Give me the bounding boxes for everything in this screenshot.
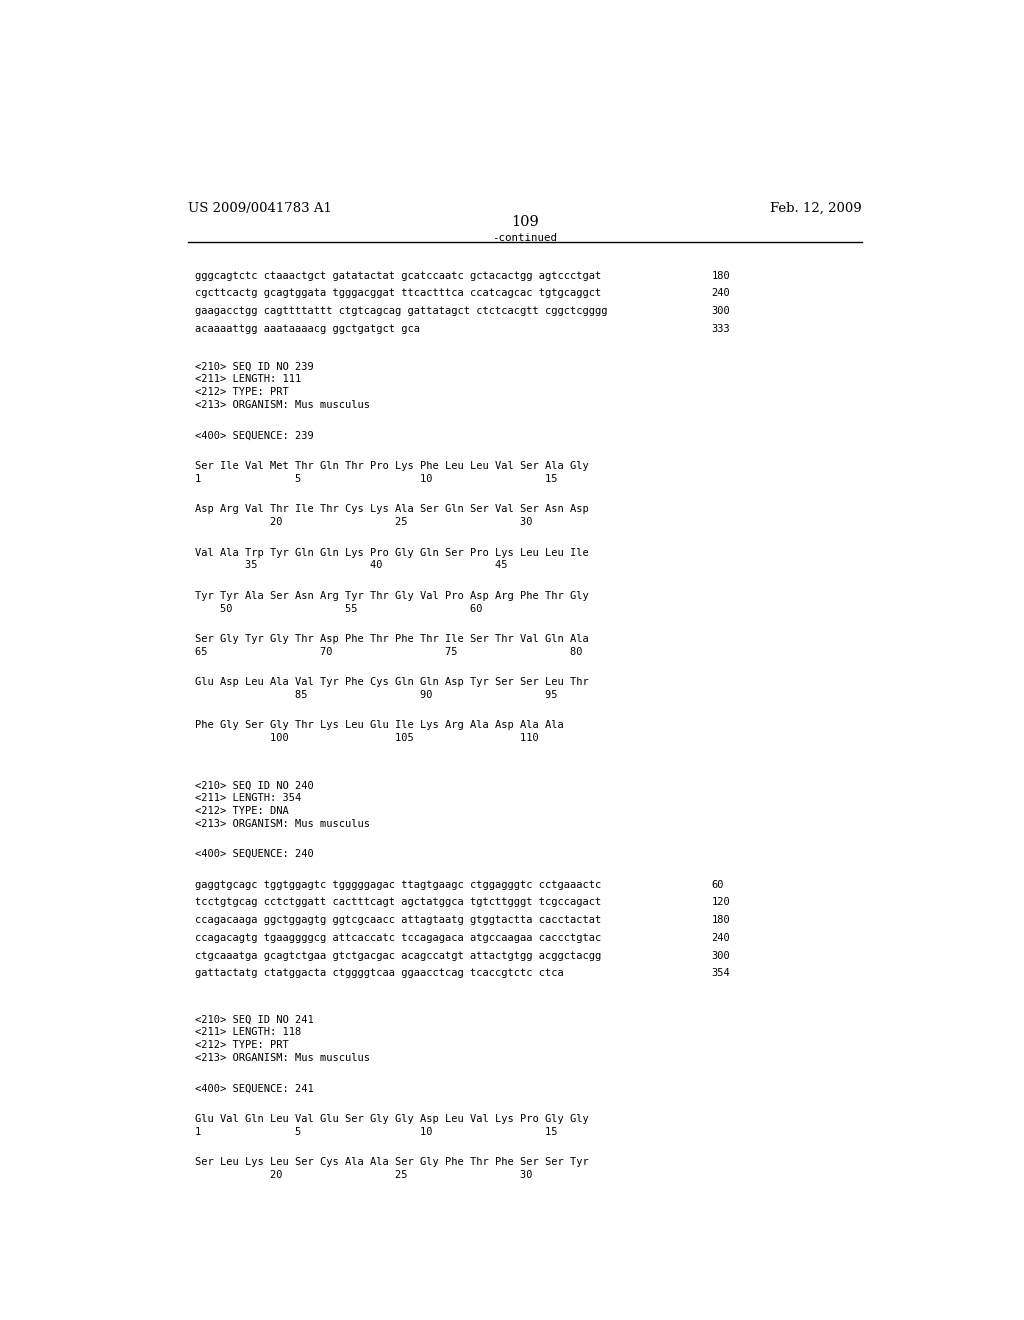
Text: 20                  25                  30: 20 25 30 [196, 1170, 532, 1180]
Text: <211> LENGTH: 354: <211> LENGTH: 354 [196, 793, 302, 803]
Text: Tyr Tyr Ala Ser Asn Arg Tyr Thr Gly Val Pro Asp Arg Phe Thr Gly: Tyr Tyr Ala Ser Asn Arg Tyr Thr Gly Val … [196, 591, 589, 601]
Text: 65                  70                  75                  80: 65 70 75 80 [196, 647, 583, 657]
Text: <210> SEQ ID NO 239: <210> SEQ ID NO 239 [196, 362, 314, 372]
Text: US 2009/0041783 A1: US 2009/0041783 A1 [187, 202, 332, 215]
Text: 120: 120 [712, 898, 730, 907]
Text: ccagacagtg tgaaggggcg attcaccatc tccagagaca atgccaagaa caccctgtac: ccagacagtg tgaaggggcg attcaccatc tccagag… [196, 933, 602, 942]
Text: 354: 354 [712, 969, 730, 978]
Text: 240: 240 [712, 933, 730, 942]
Text: ctgcaaatga gcagtctgaa gtctgacgac acagccatgt attactgtgg acggctacgg: ctgcaaatga gcagtctgaa gtctgacgac acagcca… [196, 950, 602, 961]
Text: gaagacctgg cagttttattt ctgtcagcag gattatagct ctctcacgtt cggctcgggg: gaagacctgg cagttttattt ctgtcagcag gattat… [196, 306, 608, 317]
Text: 85                  90                  95: 85 90 95 [196, 690, 558, 700]
Text: 180: 180 [712, 915, 730, 925]
Text: ccagacaaga ggctggagtg ggtcgcaacc attagtaatg gtggtactta cacctactat: ccagacaaga ggctggagtg ggtcgcaacc attagta… [196, 915, 602, 925]
Text: Glu Asp Leu Ala Val Tyr Phe Cys Gln Gln Asp Tyr Ser Ser Leu Thr: Glu Asp Leu Ala Val Tyr Phe Cys Gln Gln … [196, 677, 589, 688]
Text: <213> ORGANISM: Mus musculus: <213> ORGANISM: Mus musculus [196, 400, 371, 409]
Text: gaggtgcagc tggtggagtc tgggggagac ttagtgaagc ctggagggtc cctgaaactc: gaggtgcagc tggtggagtc tgggggagac ttagtga… [196, 879, 602, 890]
Text: 180: 180 [712, 271, 730, 281]
Text: <210> SEQ ID NO 241: <210> SEQ ID NO 241 [196, 1015, 314, 1024]
Text: Ser Gly Tyr Gly Thr Asp Phe Thr Phe Thr Ile Ser Thr Val Gln Ala: Ser Gly Tyr Gly Thr Asp Phe Thr Phe Thr … [196, 634, 589, 644]
Text: Ser Leu Lys Leu Ser Cys Ala Ala Ser Gly Phe Thr Phe Ser Ser Tyr: Ser Leu Lys Leu Ser Cys Ala Ala Ser Gly … [196, 1158, 589, 1167]
Text: <400> SEQUENCE: 241: <400> SEQUENCE: 241 [196, 1084, 314, 1093]
Text: 240: 240 [712, 289, 730, 298]
Text: Ser Ile Val Met Thr Gln Thr Pro Lys Phe Leu Leu Val Ser Ala Gly: Ser Ile Val Met Thr Gln Thr Pro Lys Phe … [196, 461, 589, 471]
Text: <210> SEQ ID NO 240: <210> SEQ ID NO 240 [196, 780, 314, 791]
Text: Val Ala Trp Tyr Gln Gln Lys Pro Gly Gln Ser Pro Lys Leu Leu Ile: Val Ala Trp Tyr Gln Gln Lys Pro Gly Gln … [196, 548, 589, 557]
Text: 109: 109 [511, 215, 539, 230]
Text: Asp Arg Val Thr Ile Thr Cys Lys Ala Ser Gln Ser Val Ser Asn Asp: Asp Arg Val Thr Ile Thr Cys Lys Ala Ser … [196, 504, 589, 515]
Text: <400> SEQUENCE: 240: <400> SEQUENCE: 240 [196, 849, 314, 859]
Text: 20                  25                  30: 20 25 30 [196, 517, 532, 527]
Text: 300: 300 [712, 306, 730, 317]
Text: 100                 105                 110: 100 105 110 [196, 733, 540, 743]
Text: <213> ORGANISM: Mus musculus: <213> ORGANISM: Mus musculus [196, 818, 371, 829]
Text: 50                  55                  60: 50 55 60 [196, 603, 483, 614]
Text: Feb. 12, 2009: Feb. 12, 2009 [770, 202, 862, 215]
Text: 35                  40                  45: 35 40 45 [196, 561, 508, 570]
Text: gggcagtctc ctaaactgct gatatactat gcatccaatc gctacactgg agtccctgat: gggcagtctc ctaaactgct gatatactat gcatcca… [196, 271, 602, 281]
Text: 300: 300 [712, 950, 730, 961]
Text: Glu Val Gln Leu Val Glu Ser Gly Gly Asp Leu Val Lys Pro Gly Gly: Glu Val Gln Leu Val Glu Ser Gly Gly Asp … [196, 1114, 589, 1123]
Text: <400> SEQUENCE: 239: <400> SEQUENCE: 239 [196, 430, 314, 441]
Text: <213> ORGANISM: Mus musculus: <213> ORGANISM: Mus musculus [196, 1053, 371, 1063]
Text: <211> LENGTH: 111: <211> LENGTH: 111 [196, 375, 302, 384]
Text: -continued: -continued [493, 232, 557, 243]
Text: <212> TYPE: PRT: <212> TYPE: PRT [196, 387, 289, 397]
Text: Phe Gly Ser Gly Thr Lys Leu Glu Ile Lys Arg Ala Asp Ala Ala: Phe Gly Ser Gly Thr Lys Leu Glu Ile Lys … [196, 721, 564, 730]
Text: <211> LENGTH: 118: <211> LENGTH: 118 [196, 1027, 302, 1038]
Text: 1               5                   10                  15: 1 5 10 15 [196, 1126, 558, 1137]
Text: 60: 60 [712, 879, 724, 890]
Text: tcctgtgcag cctctggatt cactttcagt agctatggca tgtcttgggt tcgccagact: tcctgtgcag cctctggatt cactttcagt agctatg… [196, 898, 602, 907]
Text: cgcttcactg gcagtggata tgggacggat ttcactttca ccatcagcac tgtgcaggct: cgcttcactg gcagtggata tgggacggat ttcactt… [196, 289, 602, 298]
Text: <212> TYPE: PRT: <212> TYPE: PRT [196, 1040, 289, 1051]
Text: 333: 333 [712, 325, 730, 334]
Text: acaaaattgg aaataaaacg ggctgatgct gca: acaaaattgg aaataaaacg ggctgatgct gca [196, 325, 421, 334]
Text: gattactatg ctatggacta ctggggtcaa ggaacctcag tcaccgtctc ctca: gattactatg ctatggacta ctggggtcaa ggaacct… [196, 969, 564, 978]
Text: <212> TYPE: DNA: <212> TYPE: DNA [196, 805, 289, 816]
Text: 1               5                   10                  15: 1 5 10 15 [196, 474, 558, 484]
